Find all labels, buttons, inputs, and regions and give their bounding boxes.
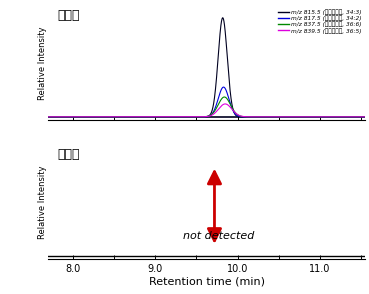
Y-axis label: Relative Intensity: Relative Intensity xyxy=(38,165,46,238)
Y-axis label: Relative Intensity: Relative Intensity xyxy=(38,26,46,100)
Text: 変異体: 変異体 xyxy=(58,148,80,161)
Text: 野生型: 野生型 xyxy=(58,9,80,22)
X-axis label: Retention time (min): Retention time (min) xyxy=(149,276,265,286)
Text: not detected: not detected xyxy=(183,231,254,241)
Legend: m/z 815.5 (スルホ脂質, 34:3), m/z 817.5 (スルホ脂質, 34:2), m/z 837.5 (スルホ脂質, 36:6), m/z 8: m/z 815.5 (スルホ脂質, 34:3), m/z 817.5 (スルホ脂… xyxy=(278,9,362,34)
